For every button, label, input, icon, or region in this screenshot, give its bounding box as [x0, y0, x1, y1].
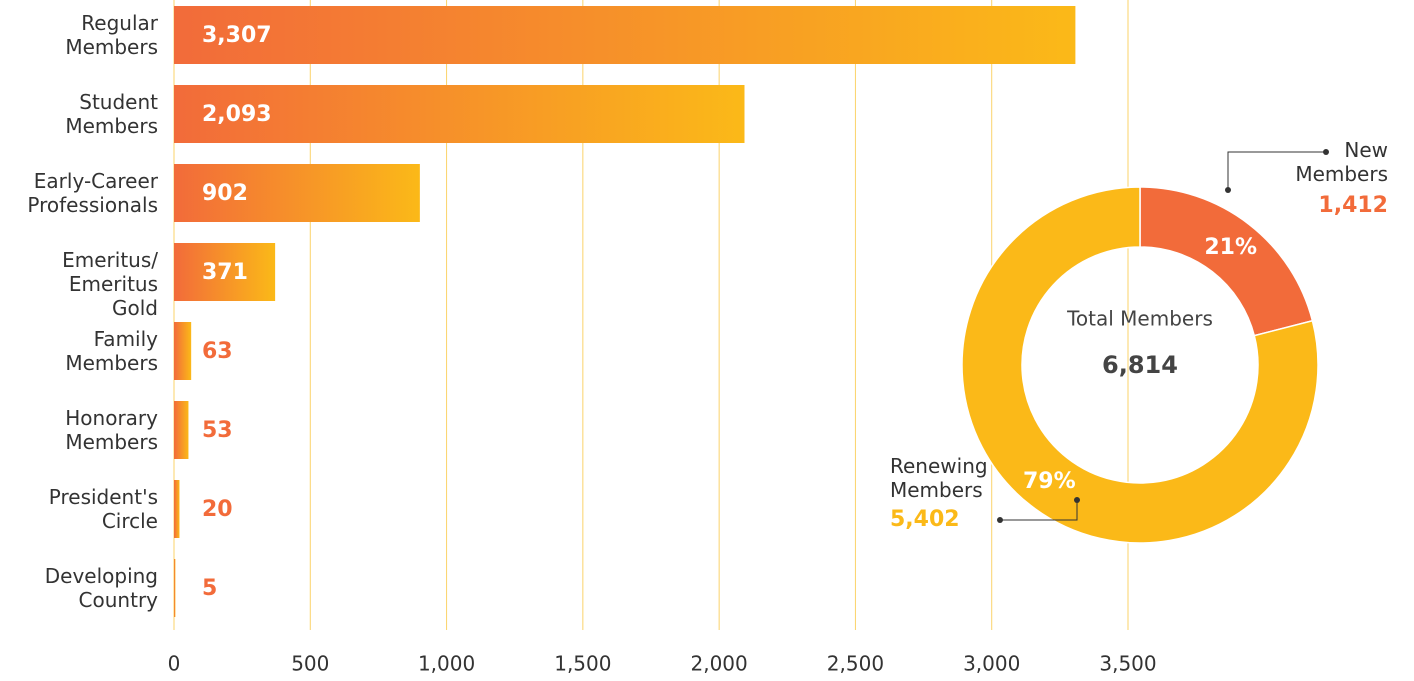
bar — [174, 164, 420, 222]
legend-count: 1,412 — [1318, 193, 1388, 218]
leader-dot — [1225, 187, 1231, 193]
value-label: 5 — [202, 576, 217, 601]
category-label: Emeritus/ Emeritus Gold — [62, 248, 158, 320]
value-label: 371 — [202, 260, 248, 285]
bar — [174, 322, 192, 380]
leader-dot — [1074, 497, 1080, 503]
category-label: Honorary Members — [65, 406, 158, 454]
category-label: Student Members — [65, 90, 158, 138]
x-tick-label: 2,000 — [691, 652, 748, 676]
bar — [174, 6, 1076, 64]
category-label: Regular Members — [65, 11, 158, 59]
value-label: 902 — [202, 181, 248, 206]
value-label: 3,307 — [202, 23, 272, 48]
x-tick-label: 3,500 — [1099, 652, 1156, 676]
bar — [174, 559, 176, 617]
bar — [174, 243, 276, 301]
value-label: 53 — [202, 418, 233, 443]
category-label: Early-Career Professionals — [27, 169, 158, 217]
value-label: 2,093 — [202, 102, 272, 127]
slice-label: 21% — [1204, 235, 1257, 260]
x-tick-label: 2,500 — [827, 652, 884, 676]
legend-count: 5,402 — [890, 507, 960, 532]
x-tick-label: 1,000 — [418, 652, 475, 676]
leader-line — [1227, 151, 1326, 190]
bar — [174, 85, 745, 143]
center-label: Total Members — [1066, 307, 1213, 331]
category-label: Family Members — [65, 327, 158, 375]
leader-dot — [1323, 149, 1329, 155]
bar — [174, 480, 180, 538]
leader-line — [1000, 500, 1078, 521]
value-label: 63 — [202, 339, 233, 364]
total-label: 6,814 — [1102, 351, 1178, 379]
legend-label: Renewing Members — [890, 454, 988, 502]
x-tick-label: 3,000 — [963, 652, 1020, 676]
bar — [174, 401, 189, 459]
legend-label: New Members — [1295, 138, 1388, 186]
x-tick-label: 500 — [291, 652, 329, 676]
category-label: President's Circle — [48, 485, 158, 533]
leader-dot — [997, 517, 1003, 523]
value-label: 20 — [202, 497, 233, 522]
category-label: Developing Country — [44, 564, 158, 612]
x-tick-label: 0 — [168, 652, 181, 676]
x-tick-label: 1,500 — [554, 652, 611, 676]
slice-label: 79% — [1023, 469, 1076, 494]
donut-slice — [961, 186, 1319, 544]
